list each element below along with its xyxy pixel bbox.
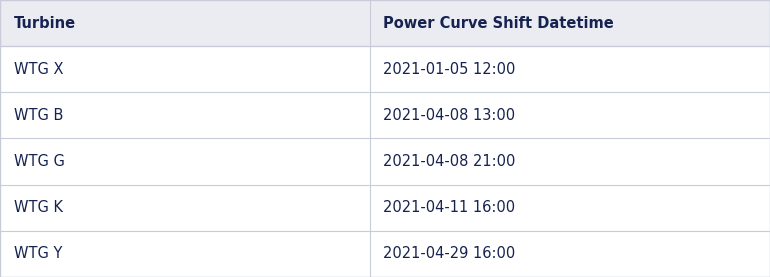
Bar	[0, 46, 770, 92]
Text: WTG G: WTG G	[14, 154, 65, 169]
Bar	[0, 0, 770, 46]
Bar	[0, 184, 770, 231]
Text: Turbine: Turbine	[14, 16, 76, 30]
Text: Power Curve Shift Datetime: Power Curve Shift Datetime	[383, 16, 614, 30]
Text: 2021-01-05 12:00: 2021-01-05 12:00	[383, 61, 516, 77]
Text: WTG X: WTG X	[14, 61, 63, 77]
Text: 2021-04-08 21:00: 2021-04-08 21:00	[383, 154, 516, 169]
Text: 2021-04-29 16:00: 2021-04-29 16:00	[383, 247, 516, 261]
Text: 2021-04-11 16:00: 2021-04-11 16:00	[383, 200, 516, 215]
Text: WTG Y: WTG Y	[14, 247, 62, 261]
Text: WTG B: WTG B	[14, 108, 63, 123]
Bar	[0, 138, 770, 184]
Bar	[0, 231, 770, 277]
Bar	[0, 92, 770, 138]
Text: 2021-04-08 13:00: 2021-04-08 13:00	[383, 108, 516, 123]
Text: WTG K: WTG K	[14, 200, 63, 215]
